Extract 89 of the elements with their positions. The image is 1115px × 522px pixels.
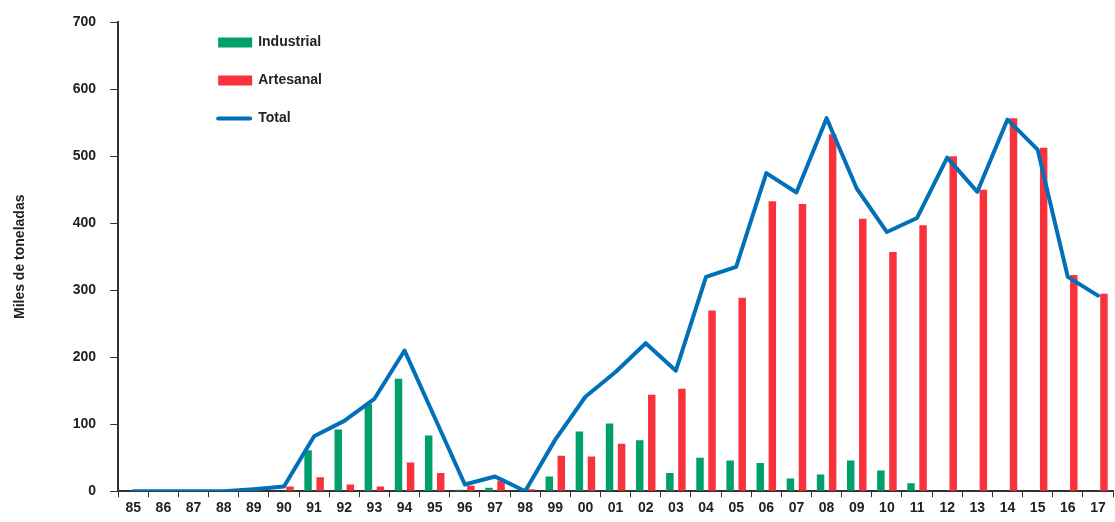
y-tick-label: 300 <box>72 281 97 298</box>
bar <box>1009 118 1018 491</box>
x-tick-label: 94 <box>396 499 413 516</box>
y-tick-label: 0 <box>88 482 97 499</box>
bar <box>828 134 837 491</box>
y-tick-label: 400 <box>72 214 97 231</box>
x-tick-label: 97 <box>487 499 503 516</box>
legend-label: Total <box>258 109 291 126</box>
bar <box>334 429 342 491</box>
y-tick-label: 500 <box>72 147 97 164</box>
bar <box>859 218 867 491</box>
bar <box>756 463 765 491</box>
x-tick-label: 91 <box>306 499 323 516</box>
bar <box>919 225 927 491</box>
x-tick-label: 86 <box>155 499 172 516</box>
x-tick-label: 98 <box>517 499 534 516</box>
x-tick-label: 04 <box>698 499 715 516</box>
x-tick-label: 99 <box>547 499 564 516</box>
x-tick-label: 13 <box>969 499 986 516</box>
bar <box>846 460 855 491</box>
x-tick-label: 12 <box>939 499 956 516</box>
bar <box>768 201 777 491</box>
bar <box>545 476 553 491</box>
y-tick-label: 600 <box>72 80 97 97</box>
bar <box>889 252 897 491</box>
legend-label: Artesanal <box>258 71 322 88</box>
bar <box>587 456 596 491</box>
x-tick-label: 11 <box>909 499 925 516</box>
bar <box>877 470 885 491</box>
x-tick-label: 00 <box>577 499 594 516</box>
y-tick-label: 700 <box>72 13 97 30</box>
x-tick-label: 08 <box>818 499 835 516</box>
bar <box>738 297 746 491</box>
x-tick-label: 17 <box>1090 499 1106 516</box>
bar <box>605 423 614 491</box>
bar <box>394 378 403 491</box>
y-axis-title: Miles de toneladas <box>11 194 28 320</box>
x-tick-label: 92 <box>336 499 353 516</box>
bar <box>635 440 644 491</box>
x-tick-label: 07 <box>788 499 805 516</box>
bar <box>726 460 734 491</box>
bar <box>346 484 355 491</box>
x-tick-label: 05 <box>728 499 745 516</box>
bar <box>376 486 385 491</box>
x-tick-label: 90 <box>276 499 292 516</box>
bar <box>364 404 373 491</box>
bar <box>666 473 674 491</box>
x-tick-label: 16 <box>1059 499 1076 516</box>
x-tick-label: 88 <box>215 499 232 516</box>
bar <box>816 474 825 491</box>
bar <box>798 203 807 491</box>
x-tick-label: 03 <box>668 499 684 516</box>
bar <box>467 485 475 491</box>
x-tick-label: 14 <box>999 499 1016 516</box>
bar <box>304 450 312 491</box>
x-tick-label: 15 <box>1029 499 1046 516</box>
bar <box>1070 274 1078 491</box>
x-tick-label: 01 <box>607 499 624 516</box>
x-tick-label: 89 <box>246 499 262 516</box>
y-tick-label: 200 <box>72 348 97 365</box>
bar <box>949 156 957 491</box>
bar <box>557 455 566 491</box>
bar <box>316 477 324 491</box>
bar <box>424 435 433 491</box>
x-tick-label: 02 <box>637 499 654 516</box>
x-tick-label: 06 <box>758 499 775 516</box>
y-tick-label: 100 <box>72 415 97 432</box>
x-tick-label: 87 <box>185 499 202 516</box>
bar <box>696 457 704 491</box>
bar <box>617 443 626 491</box>
x-tick-label: 85 <box>125 499 142 516</box>
bar <box>436 473 445 491</box>
bar <box>1100 293 1108 491</box>
bar <box>979 189 988 491</box>
x-tick-label: 96 <box>457 499 473 516</box>
bar <box>786 478 795 491</box>
bar <box>286 486 294 491</box>
x-tick-label: 10 <box>879 499 895 516</box>
bar <box>678 388 686 491</box>
bar <box>907 483 915 491</box>
x-tick-label: 09 <box>848 499 865 516</box>
bar <box>575 431 584 491</box>
bar <box>708 310 716 491</box>
bar <box>485 487 493 491</box>
legend-label: Industrial <box>258 33 322 50</box>
bar <box>648 394 656 491</box>
bar <box>406 462 415 491</box>
x-tick-label: 93 <box>366 499 383 516</box>
x-tick-label: 95 <box>426 499 443 516</box>
